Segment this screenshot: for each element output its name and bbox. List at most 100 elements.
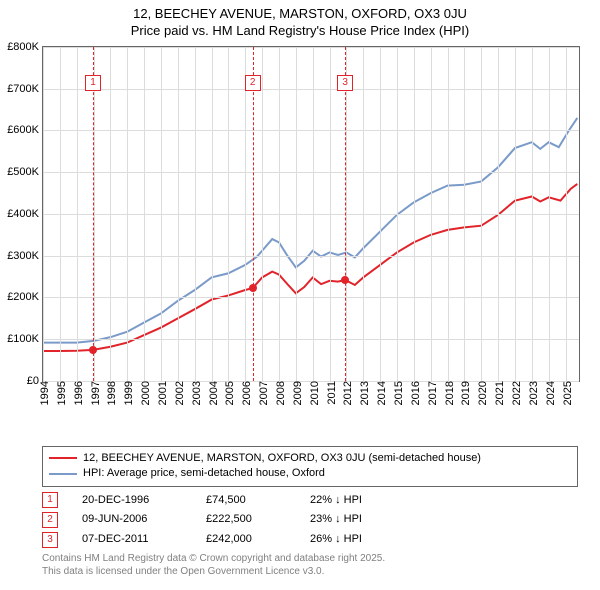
gridline-vertical [144,47,145,381]
title-block: 12, BEECHEY AVENUE, MARSTON, OXFORD, OX3… [0,0,600,40]
event-date: 09-JUN-2006 [82,510,182,530]
y-tick-label: £300K [7,250,43,262]
x-tick-label: 2009 [288,381,304,405]
legend-swatch [49,473,77,475]
x-tick-label: 2014 [372,381,388,405]
gridline-vertical [549,47,550,381]
event-row: 307-DEC-2011£242,00026% ↓ HPI [42,530,578,550]
marker-line [253,47,254,381]
y-tick-label: £100K [7,333,43,345]
x-tick-label: 1997 [86,381,102,405]
gridline-vertical [228,47,229,381]
chart-container: 12, BEECHEY AVENUE, MARSTON, OXFORD, OX3… [0,0,600,578]
x-tick-label: 1996 [69,381,85,405]
event-date: 07-DEC-2011 [82,530,182,550]
gridline-vertical [195,47,196,381]
marker-badge: 1 [85,75,101,91]
gridline-vertical [77,47,78,381]
x-tick-label: 2019 [456,381,472,405]
marker-dot [341,276,349,284]
x-tick-label: 2012 [338,381,354,405]
x-tick-label: 2004 [204,381,220,405]
event-price: £242,000 [206,530,286,550]
legend-swatch [49,457,77,459]
event-row: 2 09-JUN-2006 £222,500 23% ↓ HPI [42,510,578,530]
gridline-vertical [464,47,465,381]
gridline-vertical [414,47,415,381]
x-tick-label: 2024 [541,381,557,405]
title-line-1: 12, BEECHEY AVENUE, MARSTON, OXFORD, OX3… [0,6,600,23]
gridline-vertical [212,47,213,381]
gridline-vertical [566,47,567,381]
footer-attribution: Contains HM Land Registry data © Crown c… [42,552,578,578]
gridline-vertical [127,47,128,381]
marker-badge: 3 [337,75,353,91]
footer-line-1: Contains HM Land Registry data © Crown c… [42,552,578,565]
plot-area: £0£100K£200K£300K£400K£500K£600K£700K£80… [42,46,580,382]
event-date: 20-DEC-1996 [82,491,182,511]
footer-line-2: This data is licensed under the Open Gov… [42,565,578,578]
gridline-vertical [532,47,533,381]
gridline-vertical [515,47,516,381]
gridline-vertical [296,47,297,381]
legend-row: HPI: Average price, semi-detached house,… [49,466,571,481]
y-tick-label: £700K [7,83,43,95]
x-tick-label: 1998 [102,381,118,405]
x-tick-label: 2005 [220,381,236,405]
event-badge: 2 [42,512,58,528]
x-tick-label: 2002 [170,381,186,405]
x-tick-label: 2011 [322,381,338,405]
x-tick-label: 1994 [35,381,51,405]
x-tick-label: 2001 [153,381,169,405]
event-delta: 22% ↓ HPI [310,491,400,511]
gridline-vertical [498,47,499,381]
event-price: £222,500 [206,510,286,530]
event-badge: 1 [42,492,58,508]
x-tick-label: 1995 [52,381,68,405]
gridline-vertical [279,47,280,381]
x-tick-label: 2021 [490,381,506,405]
gridline-vertical [431,47,432,381]
gridline-vertical [43,47,44,381]
legend-label: HPI: Average price, semi-detached house,… [83,466,325,481]
gridline-vertical [245,47,246,381]
chart-area: £0£100K£200K£300K£400K£500K£600K£700K£80… [0,40,600,440]
x-tick-label: 1999 [119,381,135,405]
x-tick-label: 2020 [473,381,489,405]
event-price: £74,500 [206,491,286,511]
marker-dot [249,284,257,292]
y-tick-label: £500K [7,166,43,178]
y-tick-label: £600K [7,124,43,136]
marker-line [93,47,94,381]
x-tick-label: 2016 [406,381,422,405]
legend-row: 12, BEECHEY AVENUE, MARSTON, OXFORD, OX3… [49,451,571,466]
gridline-vertical [380,47,381,381]
x-tick-label: 2023 [524,381,540,405]
legend-label: 12, BEECHEY AVENUE, MARSTON, OXFORD, OX3… [83,451,481,466]
marker-badge: 2 [245,75,261,91]
gridline-vertical [330,47,331,381]
marker-line [345,47,346,381]
gridline-vertical [481,47,482,381]
gridline-vertical [346,47,347,381]
y-tick-label: £200K [7,291,43,303]
gridline-vertical [397,47,398,381]
x-tick-label: 2025 [558,381,574,405]
x-tick-label: 2018 [440,381,456,405]
x-tick-label: 2007 [254,381,270,405]
event-row: 1 20-DEC-1996 £74,500 22% ↓ HPI [42,491,578,511]
x-tick-label: 2006 [237,381,253,405]
event-delta: 26% ↓ HPI [310,530,400,550]
x-tick-label: 2008 [271,381,287,405]
event-delta: 23% ↓ HPI [310,510,400,530]
marker-dot [89,346,97,354]
gridline-vertical [178,47,179,381]
x-tick-label: 2015 [389,381,405,405]
x-tick-label: 2000 [136,381,152,405]
x-tick-label: 2017 [423,381,439,405]
title-line-2: Price paid vs. HM Land Registry's House … [0,23,600,40]
x-tick-label: 2013 [355,381,371,405]
events-table: 1 20-DEC-1996 £74,500 22% ↓ HPI 2 09-JUN-2006… [42,491,578,550]
gridline-vertical [110,47,111,381]
x-tick-label: 2003 [187,381,203,405]
